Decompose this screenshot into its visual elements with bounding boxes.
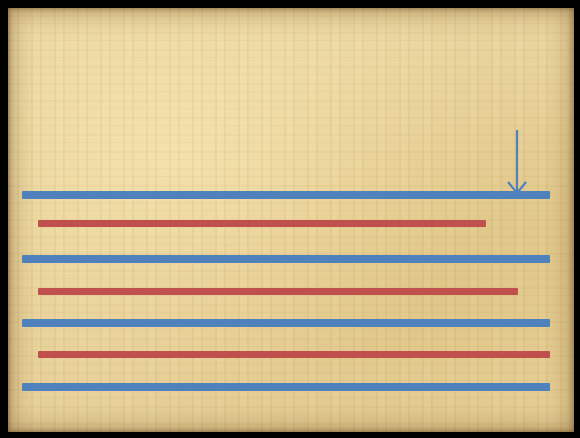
line-7-blue: [22, 383, 550, 391]
line-4-red: [38, 288, 518, 295]
arrow-head: [507, 181, 527, 195]
line-1-blue: [22, 191, 550, 199]
papyrus-background: [8, 8, 574, 432]
line-3-blue: [22, 255, 550, 263]
line-5-blue: [22, 319, 550, 327]
line-6-red: [38, 351, 550, 358]
line-2-red: [38, 220, 486, 227]
down-arrow-icon: [507, 130, 527, 195]
